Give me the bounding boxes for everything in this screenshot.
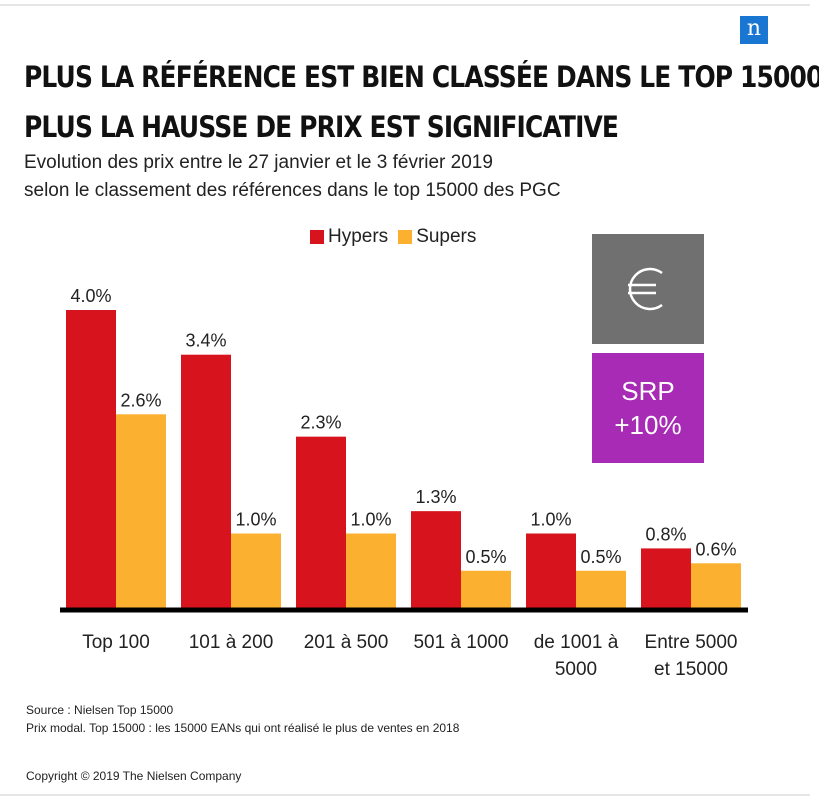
srp-label: SRP	[621, 376, 675, 406]
top-divider	[0, 4, 810, 6]
bar-supers-4	[576, 570, 626, 608]
bar-supers-0	[116, 414, 166, 608]
data-label-hypers-5: 0.8%	[645, 524, 686, 544]
chart-legend: Hypers Supers	[310, 226, 476, 248]
chart-subtitle-line-1: Evolution des prix entre le 27 janvier e…	[24, 152, 493, 173]
category-label-4-line-1: 5000	[555, 659, 597, 680]
legend-label-supers: Supers	[416, 226, 477, 247]
data-label-supers-0: 2.6%	[120, 390, 161, 410]
bar-hypers-0	[66, 310, 116, 608]
nielsen-logo: n	[740, 16, 768, 44]
copyright: Copyright © 2019 The Nielsen Company	[26, 769, 242, 783]
euro-badge	[592, 234, 704, 344]
data-label-hypers-4: 1.0%	[530, 510, 571, 530]
bar-supers-5	[691, 563, 741, 608]
category-label-3: 501 à 1000	[413, 632, 508, 653]
legend-item-supers: Supers	[398, 226, 476, 248]
srp-badge: SRP +10%	[592, 353, 704, 463]
data-label-supers-3: 0.5%	[465, 547, 506, 567]
chart-subtitle-line-2: selon le classement des références dans …	[24, 180, 561, 201]
srp-value: +10%	[614, 410, 682, 440]
data-label-hypers-1: 3.4%	[185, 331, 226, 351]
data-label-supers-1: 1.0%	[235, 510, 276, 530]
bar-hypers-3	[411, 511, 461, 608]
chart-title-line-1: PLUS LA RÉFÉRENCE EST BIEN CLASSÉE DANS …	[24, 60, 819, 94]
euro-icon	[628, 267, 663, 311]
category-label-1: 101 à 200	[189, 632, 274, 653]
category-label-5-line-1: et 15000	[654, 659, 728, 680]
chart-title-line-2: PLUS LA HAUSSE DE PRIX EST SIGNIFICATIVE	[24, 110, 619, 144]
bottom-divider	[0, 794, 810, 796]
data-label-hypers-0: 4.0%	[70, 286, 111, 306]
category-label-5-line-0: Entre 5000	[645, 632, 738, 653]
data-label-supers-4: 0.5%	[580, 547, 621, 567]
category-label-2: 201 à 500	[304, 632, 389, 653]
category-label-4-line-0: de 1001 à	[534, 632, 619, 653]
methodology-note: Prix modal. Top 15000 : les 15000 EANs q…	[26, 721, 460, 735]
bar-supers-1	[231, 533, 281, 608]
legend-item-hypers: Hypers	[310, 226, 388, 248]
bar-supers-3	[461, 570, 511, 608]
legend-swatch-supers	[398, 230, 413, 244]
data-label-hypers-3: 1.3%	[415, 487, 456, 507]
bar-hypers-1	[181, 354, 231, 608]
bar-hypers-5	[641, 548, 691, 608]
legend-label-hypers: Hypers	[328, 226, 389, 247]
legend-swatch-hypers	[310, 230, 324, 244]
data-label-supers-5: 0.6%	[695, 539, 736, 559]
category-label-0: Top 100	[82, 632, 150, 653]
data-label-hypers-2: 2.3%	[300, 413, 341, 433]
bar-hypers-4	[526, 533, 576, 608]
bar-supers-2	[346, 533, 396, 608]
bar-chart: 4.0% 2.6% Top 100 3.4% 1.0% 101 à 200 2.3% 1.0%…	[60, 286, 748, 680]
bar-hypers-2	[296, 436, 346, 608]
source-note: Source : Nielsen Top 15000	[26, 703, 174, 717]
data-label-supers-2: 1.0%	[350, 510, 391, 530]
